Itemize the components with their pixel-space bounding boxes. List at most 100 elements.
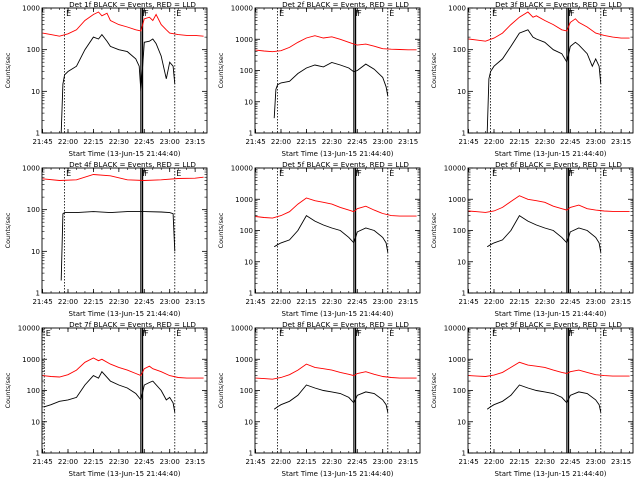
x-tick-label: 22:15 bbox=[83, 458, 103, 466]
interval-flag: F bbox=[142, 329, 147, 338]
y-tick-label: 100 bbox=[27, 387, 40, 395]
x-tick-label: 22:30 bbox=[109, 138, 129, 146]
y-axis-label: Counts/sec bbox=[430, 372, 438, 408]
y-tick-label: 1 bbox=[36, 450, 40, 458]
interval-flag: F bbox=[142, 169, 147, 178]
x-tick-label: 23:00 bbox=[586, 138, 606, 146]
x-tick-label: 23:15 bbox=[611, 138, 631, 146]
y-axis-label: Counts/sec bbox=[217, 52, 225, 88]
y-tick-label: 1000 bbox=[448, 356, 466, 364]
x-tick-label: 22:15 bbox=[296, 298, 316, 306]
interval-flag: F bbox=[144, 169, 149, 178]
x-axis-label: Start Time (13-Jun-15 21:44:40) bbox=[282, 310, 394, 318]
x-axis-label: Start Time (13-Jun-15 21:44:40) bbox=[69, 310, 181, 318]
y-tick-label: 1 bbox=[249, 130, 253, 138]
x-tick-label: 21:45 bbox=[32, 298, 52, 306]
interval-flag: F bbox=[357, 329, 362, 338]
series-events bbox=[60, 33, 176, 134]
series-lld bbox=[42, 174, 204, 181]
y-tick-label: 100 bbox=[240, 387, 253, 395]
x-tick-label: 21:45 bbox=[458, 298, 478, 306]
chart-title: Det 1f BLACK = Events, RED = LLD bbox=[69, 0, 196, 9]
interval-flag: E bbox=[602, 169, 607, 178]
detector-chart-7: Det 7f BLACK = Events, RED = LLD Counts/s… bbox=[4, 320, 208, 478]
chart-title: Det 5f BLACK = Events, RED = LLD bbox=[282, 160, 409, 169]
x-tick-label: 22:45 bbox=[134, 298, 154, 306]
interval-flag: E bbox=[46, 329, 51, 338]
y-tick-label: 1000 bbox=[235, 196, 253, 204]
detector-panel-9: Det 9f BLACK = Events, RED = LLD Counts/s… bbox=[426, 320, 639, 480]
y-tick-label: 1000 bbox=[22, 165, 40, 173]
interval-flag: E bbox=[389, 9, 394, 18]
x-axis-label: Start Time (13-Jun-15 21:44:40) bbox=[495, 150, 607, 158]
series-events bbox=[60, 211, 176, 281]
series-lld bbox=[255, 197, 417, 219]
interval-flag: E bbox=[279, 9, 284, 18]
x-axis-label: Start Time (13-Jun-15 21:44:40) bbox=[282, 150, 394, 158]
y-tick-label: 1 bbox=[462, 450, 466, 458]
detector-panel-6: Det 6f BLACK = Events, RED = LLD Counts/s… bbox=[426, 160, 639, 320]
x-tick-label: 22:00 bbox=[484, 458, 504, 466]
chart-title: Det 8f BLACK = Events, RED = LLD bbox=[282, 320, 409, 329]
x-tick-label: 23:15 bbox=[398, 138, 418, 146]
x-tick-label: 22:15 bbox=[296, 458, 316, 466]
plot-frame bbox=[467, 167, 634, 294]
y-tick-label: 10000 bbox=[18, 325, 40, 333]
interval-flag: E bbox=[176, 169, 181, 178]
y-tick-label: 100 bbox=[27, 206, 40, 214]
y-tick-label: 10000 bbox=[444, 325, 466, 333]
y-tick-label: 1 bbox=[249, 450, 253, 458]
x-tick-label: 22:30 bbox=[322, 138, 342, 146]
series-events bbox=[486, 214, 602, 253]
plot-frame bbox=[467, 7, 634, 134]
interval-flag: F bbox=[355, 169, 360, 178]
interval-flag: E bbox=[279, 169, 284, 178]
y-tick-label: 10 bbox=[244, 418, 253, 426]
series-lld bbox=[255, 35, 417, 53]
x-tick-label: 23:00 bbox=[373, 298, 393, 306]
x-tick-label: 23:00 bbox=[160, 298, 180, 306]
y-tick-label: 1000 bbox=[448, 5, 466, 13]
x-tick-label: 23:15 bbox=[398, 298, 418, 306]
y-tick-label: 10 bbox=[244, 258, 253, 266]
interval-flag: F bbox=[570, 9, 575, 18]
y-tick-label: 1000 bbox=[235, 356, 253, 364]
x-tick-label: 22:45 bbox=[347, 138, 367, 146]
detector-panel-3: Det 3f BLACK = Events, RED = LLD Counts/s… bbox=[426, 0, 639, 160]
series-lld bbox=[255, 363, 417, 380]
y-tick-label: 10 bbox=[457, 88, 466, 96]
interval-flag: F bbox=[357, 169, 362, 178]
detector-chart-1: Det 1f BLACK = Events, RED = LLD Counts/s… bbox=[4, 0, 208, 158]
x-tick-label: 23:00 bbox=[373, 138, 393, 146]
x-tick-label: 21:45 bbox=[32, 458, 52, 466]
series-events bbox=[273, 384, 389, 413]
x-tick-label: 22:15 bbox=[509, 458, 529, 466]
chart-title: Det 2f BLACK = Events, RED = LLD bbox=[282, 0, 409, 9]
detector-chart-4: Det 4f BLACK = Events, RED = LLD Counts/s… bbox=[4, 160, 208, 318]
x-tick-label: 23:15 bbox=[398, 458, 418, 466]
x-tick-label: 22:30 bbox=[535, 298, 555, 306]
x-axis-label: Start Time (13-Jun-15 21:44:40) bbox=[495, 470, 607, 478]
detector-chart-9: Det 9f BLACK = Events, RED = LLD Counts/s… bbox=[430, 320, 634, 478]
series-events bbox=[486, 29, 602, 134]
interval-flag: F bbox=[144, 9, 149, 18]
x-tick-label: 21:45 bbox=[458, 138, 478, 146]
y-tick-label: 10 bbox=[244, 98, 253, 106]
series-lld bbox=[42, 11, 204, 37]
y-axis-label: Counts/sec bbox=[4, 212, 12, 248]
detector-panel-5: Det 5f BLACK = Events, RED = LLD Counts/s… bbox=[213, 160, 426, 320]
series-lld bbox=[468, 195, 630, 213]
x-tick-label: 22:45 bbox=[134, 458, 154, 466]
chart-title: Det 6f BLACK = Events, RED = LLD bbox=[495, 160, 622, 169]
x-tick-label: 22:15 bbox=[83, 138, 103, 146]
detector-chart-2: Det 2f BLACK = Events, RED = LLD Counts/s… bbox=[217, 0, 421, 158]
plot-frame bbox=[254, 167, 421, 294]
x-tick-label: 22:30 bbox=[535, 458, 555, 466]
y-tick-label: 1 bbox=[249, 290, 253, 298]
detector-panel-8: Det 8f BLACK = Events, RED = LLD Counts/s… bbox=[213, 320, 426, 480]
x-tick-label: 21:45 bbox=[32, 138, 52, 146]
interval-flag: F bbox=[142, 9, 147, 18]
interval-flag: E bbox=[492, 9, 497, 18]
x-axis-label: Start Time (13-Jun-15 21:44:40) bbox=[69, 150, 181, 158]
